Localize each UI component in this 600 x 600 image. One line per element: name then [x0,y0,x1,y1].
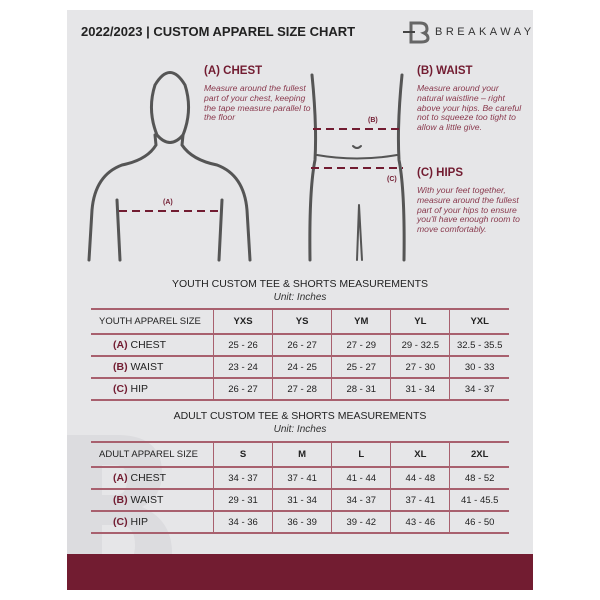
measurement-value: 30 - 33 [449,356,509,379]
measurement-value: 34 - 37 [212,467,273,490]
measurement-name: WAIST [130,361,164,373]
measurement-value: 27 - 28 [272,378,332,401]
measurement-value: 25 - 26 [212,334,273,357]
measurement-letter: (C) [113,383,128,395]
measurement-value: 34 - 37 [449,378,509,401]
size-cell: YXS [212,308,273,335]
table-row: (B) WAIST 23 - 24 24 - 25 25 - 27 27 - 30 30 … [91,356,509,379]
measurement-value: 27 - 30 [390,356,450,379]
measurement-label: (C) HIP [91,378,214,401]
body-illustration: (A) (B) (C) [87,71,406,262]
measurement-letter: (A) [113,472,128,484]
measurement-value: 31 - 34 [390,378,450,401]
header-cell: YOUTH APPAREL SIZE [91,308,214,335]
measurement-letter: (A) [113,339,128,351]
waist-marker: (B) [368,117,378,124]
measurement-value: 48 - 52 [449,467,509,490]
measurement-value: 41 - 45.5 [449,489,509,512]
measurement-value: 24 - 25 [272,356,332,379]
waist-heading: (B) WAIST [417,65,473,77]
adult-table-title: ADULT CUSTOM TEE & SHORTS MEASUREMENTS [173,410,427,422]
youth-size-table: YOUTH APPAREL SIZE YXS YS YM YL YXL (A) CHEST… [91,308,509,401]
measurement-value: 41 - 44 [331,467,391,490]
measurement-value: 29 - 31 [212,489,273,512]
youth-table-title: YOUTH CUSTOM TEE & SHORTS MEASUREMENTS [171,278,429,290]
size-cell: YL [390,308,450,335]
hips-heading: (C) HIPS [417,167,463,179]
header-cell: ADULT APPAREL SIZE [91,441,214,468]
measurement-value: 31 - 34 [272,489,332,512]
measurement-name: WAIST [130,494,164,506]
measurement-label: (B) WAIST [91,356,214,379]
size-cell: YXL [449,308,509,335]
measurement-letter: (B) [113,361,128,373]
brand-name: BREAKAWAY [435,26,533,38]
measurement-label: (A) CHEST [91,467,214,490]
chest-instructions: Measure around the fullest part of your … [204,83,311,123]
measurement-value: 26 - 27 [212,378,273,401]
measurement-name: HIP [130,383,149,395]
measurement-value: 34 - 37 [331,489,391,512]
measurement-value: 23 - 24 [212,356,273,379]
table-row: (A) CHEST 25 - 26 26 - 27 27 - 29 29 - 32.5 3… [91,334,509,357]
measurement-value: 29 - 32.5 [390,334,450,357]
youth-unit: Unit: Inches [273,292,327,303]
measurement-value: 32.5 - 35.5 [449,334,509,357]
size-cell: YS [272,308,332,335]
breakaway-logo-icon [403,21,430,44]
measurement-value: 34 - 36 [212,511,273,534]
measurement-name: CHEST [130,339,167,351]
size-cell: S [212,441,273,468]
measurement-value: 28 - 31 [331,378,391,401]
measurement-label: (B) WAIST [91,489,214,512]
measurement-name: HIP [130,516,149,528]
hips-instructions: With your feet together, measure around … [417,185,520,235]
measurement-letter: (B) [113,494,128,506]
size-cell: XL [390,441,450,468]
size-cell: 2XL [449,441,509,468]
measurement-value: 36 - 39 [272,511,332,534]
measurement-label: (A) CHEST [91,334,214,357]
measurement-letter: (C) [113,516,128,528]
table-header-row: YOUTH APPAREL SIZE YXS YS YM YL YXL [91,308,509,335]
adult-size-table: ADULT APPAREL SIZE S M L XL 2XL (A) CHEST 34 -… [91,441,509,534]
table-row: (A) CHEST 34 - 37 37 - 41 41 - 44 44 - 48 48 … [91,467,509,490]
size-cell: M [272,441,332,468]
measurement-value: 43 - 46 [390,511,450,534]
measurement-name: CHEST [130,472,167,484]
table-row: (C) HIP 26 - 27 27 - 28 28 - 31 31 - 34 34 - … [91,378,509,401]
footer-band [67,554,533,590]
measurement-value: 27 - 29 [331,334,391,357]
page-title: 2022/2023 | CUSTOM APPAREL SIZE CHART [81,24,356,39]
size-cell: L [331,441,391,468]
measurement-value: 37 - 41 [390,489,450,512]
hips-marker: (C) [387,176,397,183]
size-chart-panel: 2022/2023 | CUSTOM APPAREL SIZE CHART BR… [67,10,533,590]
measurement-value: 46 - 50 [449,511,509,534]
measurement-label: (C) HIP [91,511,214,534]
measurement-value: 39 - 42 [331,511,391,534]
measurement-value: 25 - 27 [331,356,391,379]
chest-heading: (A) CHEST [204,65,263,77]
waist-instructions: Measure around your natural waistline – … [417,83,522,133]
table-header-row: ADULT APPAREL SIZE S M L XL 2XL [91,441,509,468]
measurement-value: 26 - 27 [272,334,332,357]
size-cell: YM [331,308,391,335]
chest-marker: (A) [163,199,173,206]
measurement-value: 37 - 41 [272,467,332,490]
table-row: (C) HIP 34 - 36 36 - 39 39 - 42 43 - 46 46 - … [91,511,509,534]
measurement-value: 44 - 48 [390,467,450,490]
head-outline [150,71,190,144]
table-row: (B) WAIST 29 - 31 31 - 34 34 - 37 37 - 41 41 … [91,489,509,512]
adult-unit: Unit: Inches [273,424,327,435]
